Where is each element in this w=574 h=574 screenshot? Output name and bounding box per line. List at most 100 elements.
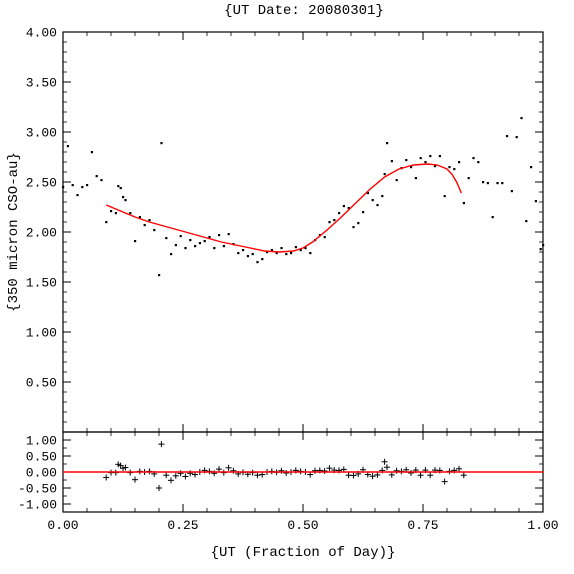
data-point bbox=[530, 166, 533, 169]
data-point bbox=[383, 173, 386, 176]
data-point bbox=[438, 155, 441, 158]
upper-plot-ticks: 0.50 1.00 1.50 2.00 2.50 3.00 3.50 4.00 bbox=[26, 26, 544, 433]
data-point bbox=[362, 211, 365, 214]
x-tick-label: 0.50 bbox=[287, 518, 318, 533]
x-tick-label: 1.00 bbox=[527, 518, 558, 533]
residual-point bbox=[408, 469, 414, 476]
residual-point bbox=[427, 472, 434, 479]
data-point bbox=[338, 212, 341, 215]
data-point bbox=[376, 204, 379, 207]
data-point bbox=[299, 249, 302, 252]
residual-plot-data bbox=[63, 441, 543, 491]
y-tick-label: 4.00 bbox=[26, 26, 57, 41]
data-point bbox=[290, 252, 293, 255]
y-tick-label: 0.50 bbox=[26, 450, 57, 465]
data-point bbox=[539, 248, 542, 251]
data-point bbox=[448, 166, 451, 169]
data-point bbox=[246, 255, 249, 258]
residual-point bbox=[225, 464, 232, 471]
y-tick-label: 3.50 bbox=[26, 76, 57, 91]
data-point bbox=[256, 261, 259, 264]
data-point bbox=[143, 224, 146, 227]
y-tick-label: 2.00 bbox=[26, 226, 57, 241]
data-point bbox=[534, 200, 537, 203]
residual-plot-ticks: 0.00 0.25 0.50 0.75 1.001.000.500.00-0.50-1.… bbox=[18, 431, 559, 533]
residual-point bbox=[132, 476, 138, 483]
data-point bbox=[462, 202, 465, 205]
data-point bbox=[424, 161, 427, 164]
data-point bbox=[237, 252, 240, 255]
data-point bbox=[266, 251, 269, 254]
residual-point bbox=[254, 472, 261, 479]
data-point bbox=[194, 245, 197, 248]
data-point bbox=[203, 240, 206, 243]
residual-point bbox=[350, 472, 357, 479]
data-point bbox=[261, 258, 264, 261]
x-axis-label: {UT (Fraction of Day)} bbox=[211, 545, 396, 561]
data-point bbox=[110, 210, 113, 213]
data-point bbox=[496, 182, 499, 185]
data-point bbox=[90, 151, 93, 154]
data-point bbox=[366, 192, 369, 195]
data-point bbox=[134, 240, 137, 243]
data-point bbox=[453, 168, 456, 171]
data-point bbox=[443, 195, 446, 198]
y-tick-label: -0.50 bbox=[18, 482, 57, 497]
data-point bbox=[275, 252, 278, 255]
upper-plot-frame bbox=[62, 31, 544, 433]
data-point bbox=[213, 247, 216, 250]
data-point bbox=[179, 235, 182, 238]
data-point bbox=[129, 212, 132, 215]
data-point bbox=[153, 229, 156, 232]
data-point bbox=[81, 186, 84, 189]
residual-point bbox=[182, 473, 189, 480]
x-tick-label: 0.75 bbox=[407, 518, 438, 533]
residual-point bbox=[374, 471, 381, 478]
data-point bbox=[357, 222, 360, 225]
residual-point bbox=[122, 464, 129, 471]
data-point bbox=[386, 142, 389, 145]
x-tick-label: 0.00 bbox=[47, 518, 78, 533]
residual-point bbox=[369, 473, 376, 480]
data-point bbox=[525, 220, 528, 223]
y-tick-label: 2.50 bbox=[26, 176, 57, 191]
data-point bbox=[222, 245, 225, 248]
data-point bbox=[184, 247, 187, 250]
data-point bbox=[542, 244, 545, 247]
data-point bbox=[122, 196, 125, 199]
data-point bbox=[242, 249, 245, 252]
data-point bbox=[66, 145, 69, 148]
data-point bbox=[429, 155, 432, 158]
y-tick-label: 3.00 bbox=[26, 126, 57, 141]
data-point bbox=[390, 160, 393, 163]
data-point bbox=[189, 239, 192, 242]
data-point bbox=[520, 117, 523, 120]
residual-point bbox=[168, 477, 174, 484]
data-point bbox=[328, 221, 331, 224]
data-point bbox=[506, 135, 509, 138]
residual-point bbox=[384, 464, 390, 471]
data-point bbox=[333, 219, 336, 222]
upper-plot-panel: 0.50 1.00 1.50 2.00 2.50 3.00 3.50 4.00 {350 mi… bbox=[6, 26, 545, 433]
data-point bbox=[76, 194, 79, 197]
residual-point bbox=[441, 478, 448, 485]
residual-point bbox=[187, 470, 194, 477]
data-point bbox=[342, 205, 345, 208]
data-point bbox=[71, 184, 74, 187]
y-tick-label: 0.50 bbox=[26, 376, 57, 391]
residual-point bbox=[456, 465, 462, 472]
data-point bbox=[86, 184, 89, 187]
data-point bbox=[158, 274, 161, 277]
data-point bbox=[482, 181, 485, 184]
data-point bbox=[414, 177, 417, 180]
data-point bbox=[304, 247, 307, 250]
residual-point bbox=[460, 472, 467, 479]
data-point bbox=[280, 247, 283, 250]
data-point bbox=[371, 199, 374, 202]
data-point bbox=[138, 216, 141, 219]
residual-point bbox=[172, 472, 179, 479]
data-point bbox=[347, 207, 350, 210]
data-point bbox=[410, 166, 413, 169]
data-point bbox=[119, 187, 122, 190]
